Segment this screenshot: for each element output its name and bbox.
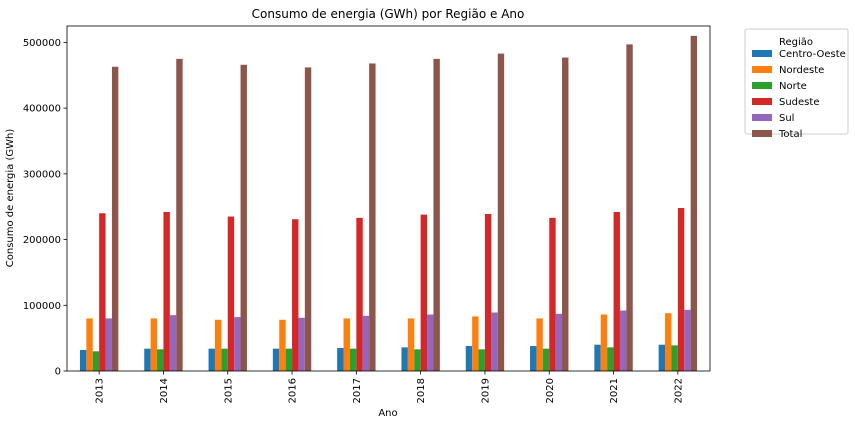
bar-norte-2018 [414, 349, 421, 371]
bar-nordeste-2016 [279, 319, 286, 371]
x-tick-label: 2013 [95, 378, 106, 403]
bar-sul-2016 [298, 317, 305, 371]
x-tick-label: 2019 [480, 378, 491, 403]
bar-sudeste-2013 [99, 213, 106, 371]
bar-sul-2013 [105, 318, 112, 371]
y-tick-label: 300000 [23, 169, 61, 180]
y-tick-label: 200000 [23, 235, 61, 246]
bar-norte-2020 [542, 348, 550, 371]
legend-entry: Norte [779, 81, 807, 92]
bar-nordeste-2017 [343, 318, 350, 371]
bar-centro-oeste-2022 [658, 344, 666, 371]
bar-sul-2021 [619, 310, 627, 371]
bar-norte-2013 [92, 351, 100, 371]
legend-swatch [752, 82, 772, 89]
bar-centro-oeste-2017 [337, 348, 344, 371]
plot-area: 0 100000 200000 300000 400000 500000 2013 2014 2… [23, 25, 711, 403]
bar-sudeste-2021 [613, 211, 620, 371]
bar-nordeste-2014 [150, 318, 158, 371]
bar-centro-oeste-2013 [79, 349, 87, 371]
bar-nordeste-2015 [214, 319, 222, 371]
bar-total-2018 [433, 58, 440, 372]
bar-total-2022 [690, 35, 698, 372]
bar-sul-2019 [491, 312, 498, 371]
bar-total-2017 [369, 63, 376, 372]
bar-norte-2015 [221, 348, 228, 371]
bar-sul-2018 [427, 314, 434, 371]
bar-total-2021 [626, 44, 633, 372]
bar-centro-oeste-2018 [401, 347, 408, 371]
legend-entry: Sudeste [779, 97, 819, 108]
bar-sul-2022 [684, 309, 691, 371]
x-tick-label: 2016 [288, 378, 299, 403]
bar-sul-2020 [555, 313, 563, 371]
bar-centro-oeste-2020 [530, 346, 537, 371]
bar-nordeste-2022 [665, 313, 672, 371]
x-axis-label: Ano [378, 408, 397, 419]
y-tick-label: 400000 [23, 104, 61, 115]
axes-frame [66, 25, 711, 372]
bar-norte-2016 [285, 348, 293, 371]
x-tick-label: 2021 [609, 378, 620, 403]
legend-entry: Sul [779, 113, 794, 124]
legend-swatch [752, 130, 772, 137]
bar-norte-2014 [157, 349, 164, 371]
y-tick-label: 0 [55, 367, 61, 378]
x-tick-label: 2018 [416, 378, 427, 403]
bar-sudeste-2019 [484, 213, 492, 371]
x-tick-label: 2020 [545, 378, 556, 403]
bar-sudeste-2014 [163, 211, 170, 371]
bar-nordeste-2020 [536, 318, 543, 371]
y-tick-label: 500000 [23, 38, 61, 49]
bar-sudeste-2022 [677, 208, 685, 371]
bar-nordeste-2013 [86, 318, 93, 371]
y-axis-label: Consumo de energia (GWh) [5, 129, 16, 268]
bar-sudeste-2016 [292, 219, 299, 371]
bar-total-2015 [240, 64, 247, 372]
bar-total-2016 [304, 67, 312, 372]
chart-title: Consumo de energia (GWh) por Região e An… [252, 7, 525, 21]
legend-entry: Centro-Oeste [779, 49, 846, 60]
bar-norte-2017 [349, 348, 357, 371]
x-tick-label: 2017 [352, 378, 363, 403]
legend-swatch [752, 50, 772, 57]
bar-sul-2017 [362, 315, 370, 371]
bar-total-2020 [562, 57, 569, 371]
bar-centro-oeste-2019 [465, 346, 473, 371]
legend-swatch [752, 98, 772, 105]
bar-nordeste-2018 [407, 318, 415, 371]
x-tick-label: 2014 [159, 378, 170, 403]
bar-sudeste-2018 [420, 214, 428, 371]
bar-total-2019 [497, 53, 505, 371]
legend: Região Centro-Oeste Nordeste Norte Sudeste S… [744, 28, 849, 140]
bar-centro-oeste-2014 [144, 348, 151, 371]
bar-sudeste-2020 [549, 217, 556, 371]
legend-swatch [752, 66, 772, 73]
legend-title: Região [779, 37, 813, 48]
bar-centro-oeste-2016 [272, 348, 280, 371]
x-tick-label: 2022 [673, 378, 684, 403]
bar-nordeste-2021 [600, 314, 608, 371]
bar-nordeste-2019 [472, 316, 479, 371]
bar-centro-oeste-2021 [594, 344, 601, 371]
bar-centro-oeste-2015 [208, 348, 215, 371]
bar-sudeste-2015 [227, 216, 235, 371]
bar-sul-2015 [234, 317, 241, 371]
bar-sul-2014 [169, 315, 177, 371]
bar-sudeste-2017 [356, 217, 363, 371]
bar-norte-2022 [671, 345, 678, 371]
x-tick-label: 2015 [223, 378, 234, 403]
legend-entry: Total [778, 129, 802, 140]
legend-entry: Nordeste [779, 65, 824, 76]
legend-swatch [752, 114, 772, 121]
bar-total-2014 [176, 58, 183, 372]
bar-norte-2021 [607, 347, 614, 371]
y-tick-label: 100000 [23, 301, 61, 312]
bar-total-2013 [111, 66, 119, 372]
bar-norte-2019 [478, 349, 485, 371]
